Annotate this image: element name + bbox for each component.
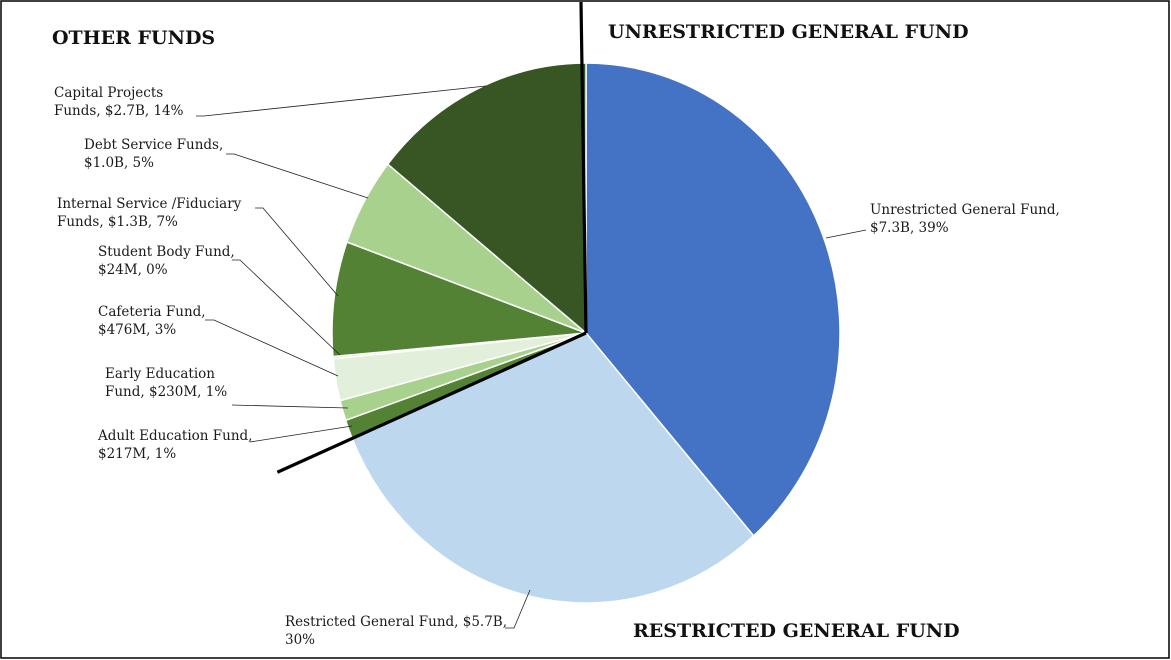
leader-lines [196, 85, 867, 629]
heading-restricted-general-fund: RESTRICTED GENERAL FUND [633, 620, 960, 642]
slice-label-student-body-fund: Student Body Fund, $24M, 0% [98, 244, 235, 278]
slice-label-line: $1.0B, 5% [84, 155, 154, 171]
leader-line-student-body-fund [232, 259, 341, 356]
slice-label-line: Capital Projects [54, 85, 163, 101]
pie-slice-unrestricted-general-fund [585, 62, 841, 537]
group-dividers [276, 1, 588, 474]
slice-label-internal-service-fiduciary-funds: Internal Service /Fiduciary Funds, $1.3B,… [57, 196, 242, 230]
slice-label-debt-service-funds: Debt Service Funds, $1.0B, 5% [84, 137, 223, 171]
leader-line-debt-service-funds [226, 153, 369, 199]
slice-label-line: Internal Service /Fiduciary [57, 196, 242, 212]
pie-slice-internal-service-fiduciary-funds [331, 241, 587, 358]
leader-line-cafeteria-fund [205, 319, 339, 377]
leader-line-unrestricted-general-fund [825, 229, 867, 239]
leader-line-adult-education-fund [249, 425, 353, 443]
leader-line-restricted-general-fund [505, 589, 531, 629]
group-headings: OTHER FUNDS UNRESTRICTED GENERAL FUND RE… [52, 21, 969, 642]
slice-label-line: $24M, 0% [98, 262, 168, 278]
leader-line-capital-projects-funds [196, 85, 487, 117]
slice-label-line: $217M, 1% [98, 446, 176, 462]
slice-label-line: Funds, $2.7B, 14% [54, 103, 184, 119]
divider-top [579, 1, 588, 334]
slice-label-line: Debt Service Funds, [84, 137, 223, 153]
pie-slice-capital-projects-funds [386, 62, 587, 335]
slice-label-line: $7.3B, 39% [870, 220, 949, 236]
heading-other-funds: OTHER FUNDS [52, 27, 215, 49]
slice-label-capital-projects-funds: Capital Projects Funds, $2.7B, 14% [54, 85, 184, 119]
divider-lower-left [276, 331, 587, 474]
slice-label-restricted-general-fund: Restricted General Fund, $5.7B, 30% [285, 614, 507, 648]
pie-slices [331, 62, 841, 604]
slice-label-line: Early Education [105, 366, 215, 382]
slice-label-line: 30% [285, 632, 315, 648]
slice-labels: Unrestricted General Fund, $7.3B, 39% Rest… [54, 85, 1060, 648]
slice-label-cafeteria-fund: Cafeteria Fund, $476M, 3% [98, 304, 206, 338]
pie-slice-restricted-general-fund [351, 332, 755, 604]
heading-unrestricted-general-fund: UNRESTRICTED GENERAL FUND [608, 21, 969, 43]
slice-label-adult-education-fund: Adult Education Fund, $217M, 1% [97, 428, 252, 462]
slice-label-line: Restricted General Fund, $5.7B, [285, 614, 507, 630]
slice-label-early-education-fund: Early Education Fund, $230M, 1% [105, 366, 227, 400]
slice-label-line: Cafeteria Fund, [98, 304, 206, 320]
slice-label-line: Fund, $230M, 1% [105, 384, 227, 400]
leader-line-early-education-fund [231, 404, 349, 409]
slice-label-line: $476M, 3% [98, 322, 176, 338]
slice-label-line: Adult Education Fund, [97, 428, 252, 444]
slice-label-unrestricted-general-fund: Unrestricted General Fund, $7.3B, 39% [870, 202, 1060, 236]
slice-label-line: Student Body Fund, [98, 244, 235, 260]
slice-label-line: Funds, $1.3B, 7% [57, 214, 178, 230]
leader-line-internal-service-fiduciary-funds [255, 207, 339, 297]
slice-label-line: Unrestricted General Fund, [870, 202, 1060, 218]
